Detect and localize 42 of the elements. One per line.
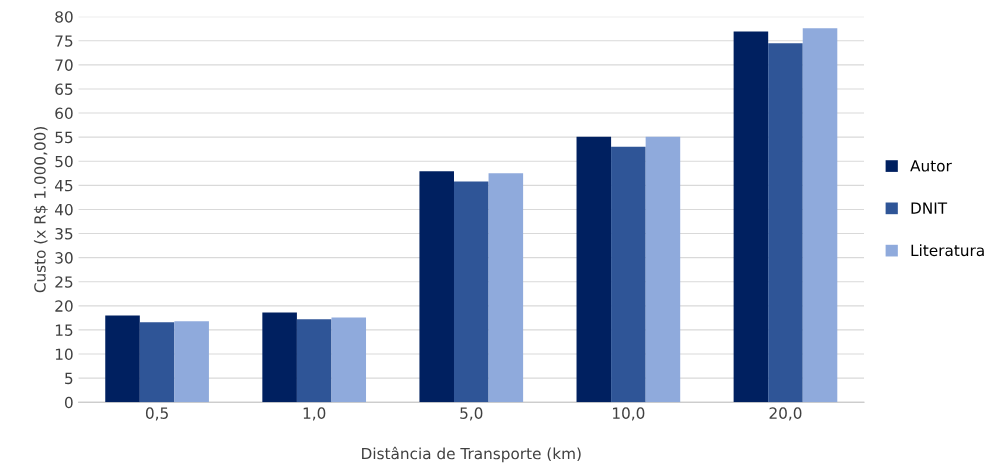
bar: [802, 28, 838, 403]
y-tick-label: 30: [55, 252, 73, 264]
bar: [419, 171, 454, 403]
bar: [488, 173, 524, 403]
y-tick-label: 80: [55, 11, 73, 23]
x-tick-label: 0,5: [145, 407, 168, 421]
y-tick-label: 5: [65, 372, 73, 385]
bar: [262, 312, 297, 403]
x-tick-label: 1,0: [303, 407, 326, 421]
y-tick-label: 70: [55, 59, 73, 71]
legend-label: Literatura: [911, 244, 984, 257]
y-tick-label: 10: [55, 348, 73, 361]
y-tick-label: 35: [55, 228, 73, 240]
bar: [611, 146, 646, 403]
x-axis-title: Distância de Transporte (km): [362, 446, 581, 463]
legend-label: DNIT: [911, 202, 948, 214]
bar: [105, 315, 140, 403]
y-tick-label: 45: [54, 180, 73, 192]
bar: [331, 317, 367, 403]
bar: [454, 181, 489, 403]
y-tick-label: 25: [55, 276, 73, 288]
y-axis-title: Custo (x R$ 1.000,00): [33, 126, 48, 293]
x-tick-label: 20,0: [769, 407, 802, 421]
legend-label: Autor: [910, 160, 952, 172]
y-tick-label: 15: [55, 324, 73, 336]
y-tick-label: 0: [64, 396, 73, 409]
y-tick-label: 65: [55, 83, 73, 95]
y-tick-label: 60: [55, 107, 73, 120]
bar: [174, 321, 209, 403]
bar: [296, 319, 332, 403]
y-tick-label: 55: [55, 131, 73, 144]
x-tick-label: 10,0: [613, 407, 645, 421]
bar: [139, 322, 175, 403]
y-tick-label: 75: [55, 35, 73, 47]
y-tick-label: 50: [55, 155, 73, 168]
y-tick-label: 40: [54, 203, 73, 216]
bar: [576, 136, 612, 403]
bar: [645, 136, 681, 403]
bar: [733, 31, 769, 403]
x-tick-label: 5,0: [460, 407, 483, 421]
y-tick-label: 20: [55, 300, 73, 312]
bar: [768, 43, 803, 403]
